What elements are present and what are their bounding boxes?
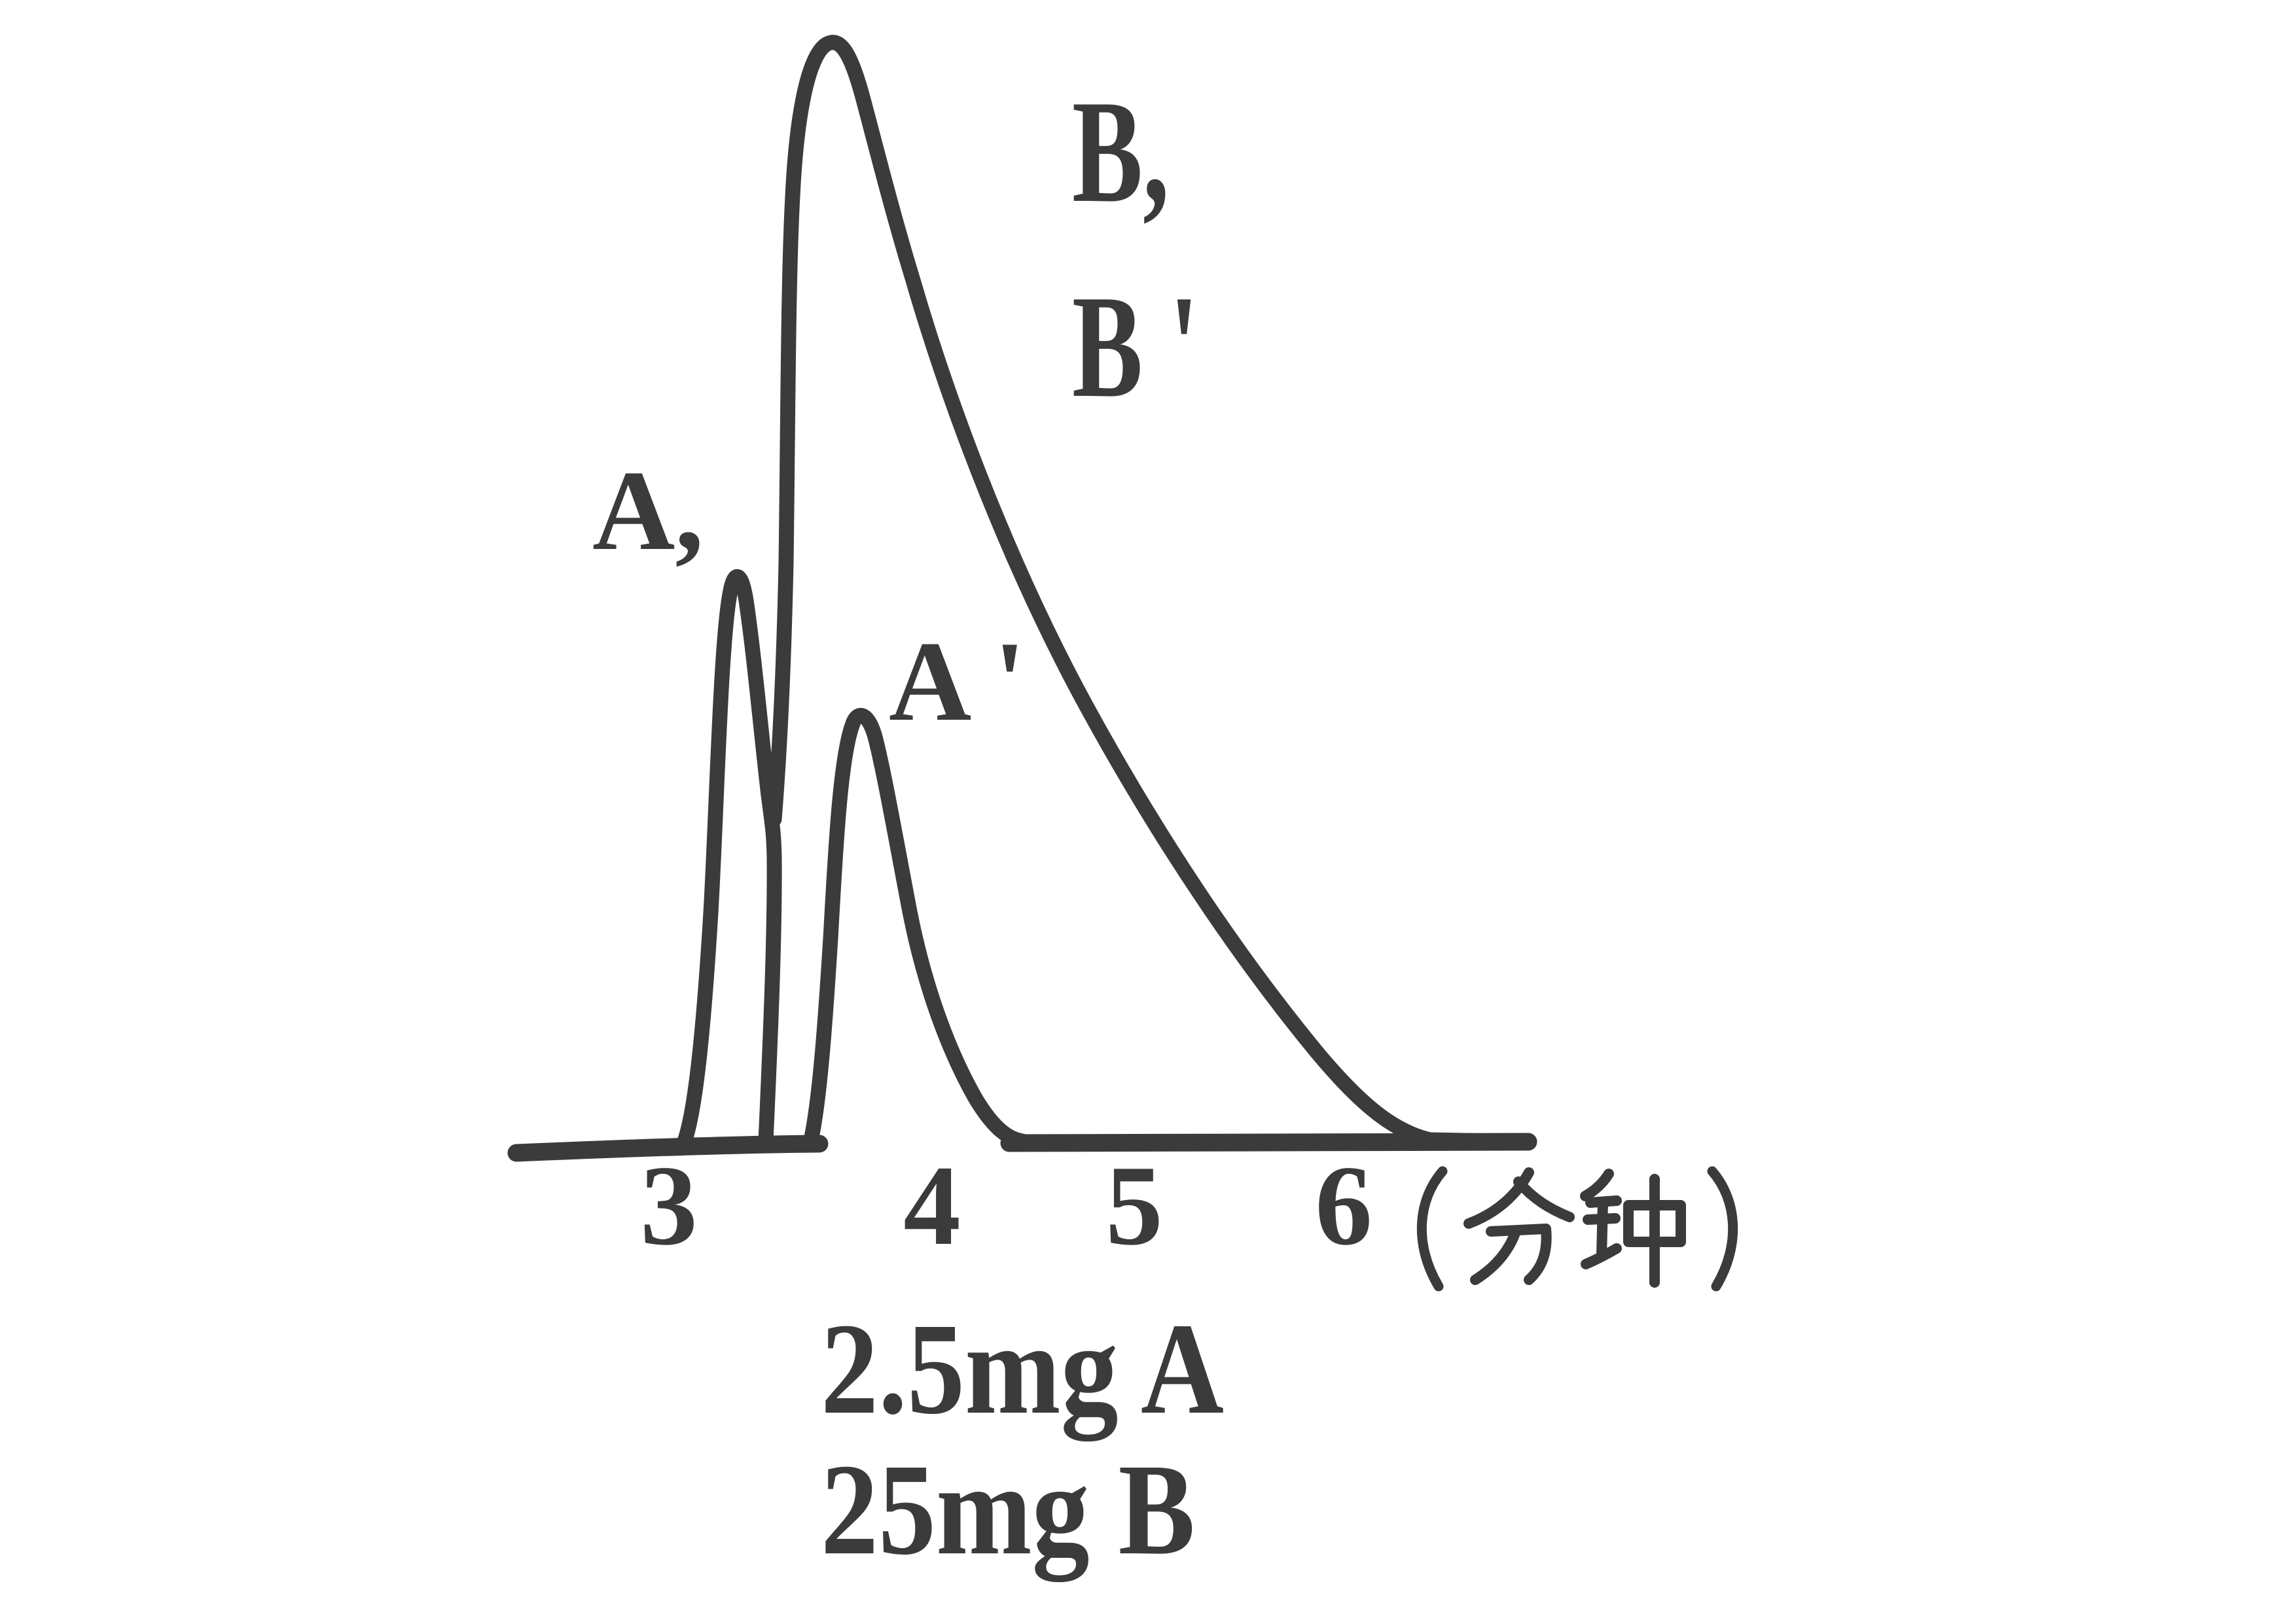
x-tick-6: 6 (1315, 1142, 1372, 1269)
x-tick-4: 4 (903, 1142, 961, 1269)
x-axis-unit-label: (分钟) (1401, 1163, 1767, 1294)
close-paren-glyph (1707, 1166, 1738, 1292)
baseline-left (507, 1135, 829, 1162)
peak-label-b: B, (1072, 69, 1170, 233)
peak-label-b-prime: B ' (1072, 264, 1199, 428)
x-tick-5: 5 (1105, 1142, 1163, 1269)
peak-label-a: A, (592, 447, 704, 574)
caption-line-1: 2.5mg A (821, 1297, 1224, 1441)
caption-line-2: 25mg B (821, 1438, 1195, 1582)
peak-a-prime-curve (802, 708, 1030, 1151)
minutes-unit-glyphs (1416, 1166, 1738, 1292)
peak-b-curve (766, 35, 1535, 1150)
peak-a-curve (675, 569, 782, 1152)
zhong-character-glyph (1580, 1169, 1686, 1288)
x-tick-3: 3 (640, 1142, 698, 1269)
open-paren-glyph (1416, 1166, 1448, 1292)
fen-character-glyph (1463, 1167, 1575, 1285)
peak-label-a-prime: A ' (889, 618, 1026, 745)
